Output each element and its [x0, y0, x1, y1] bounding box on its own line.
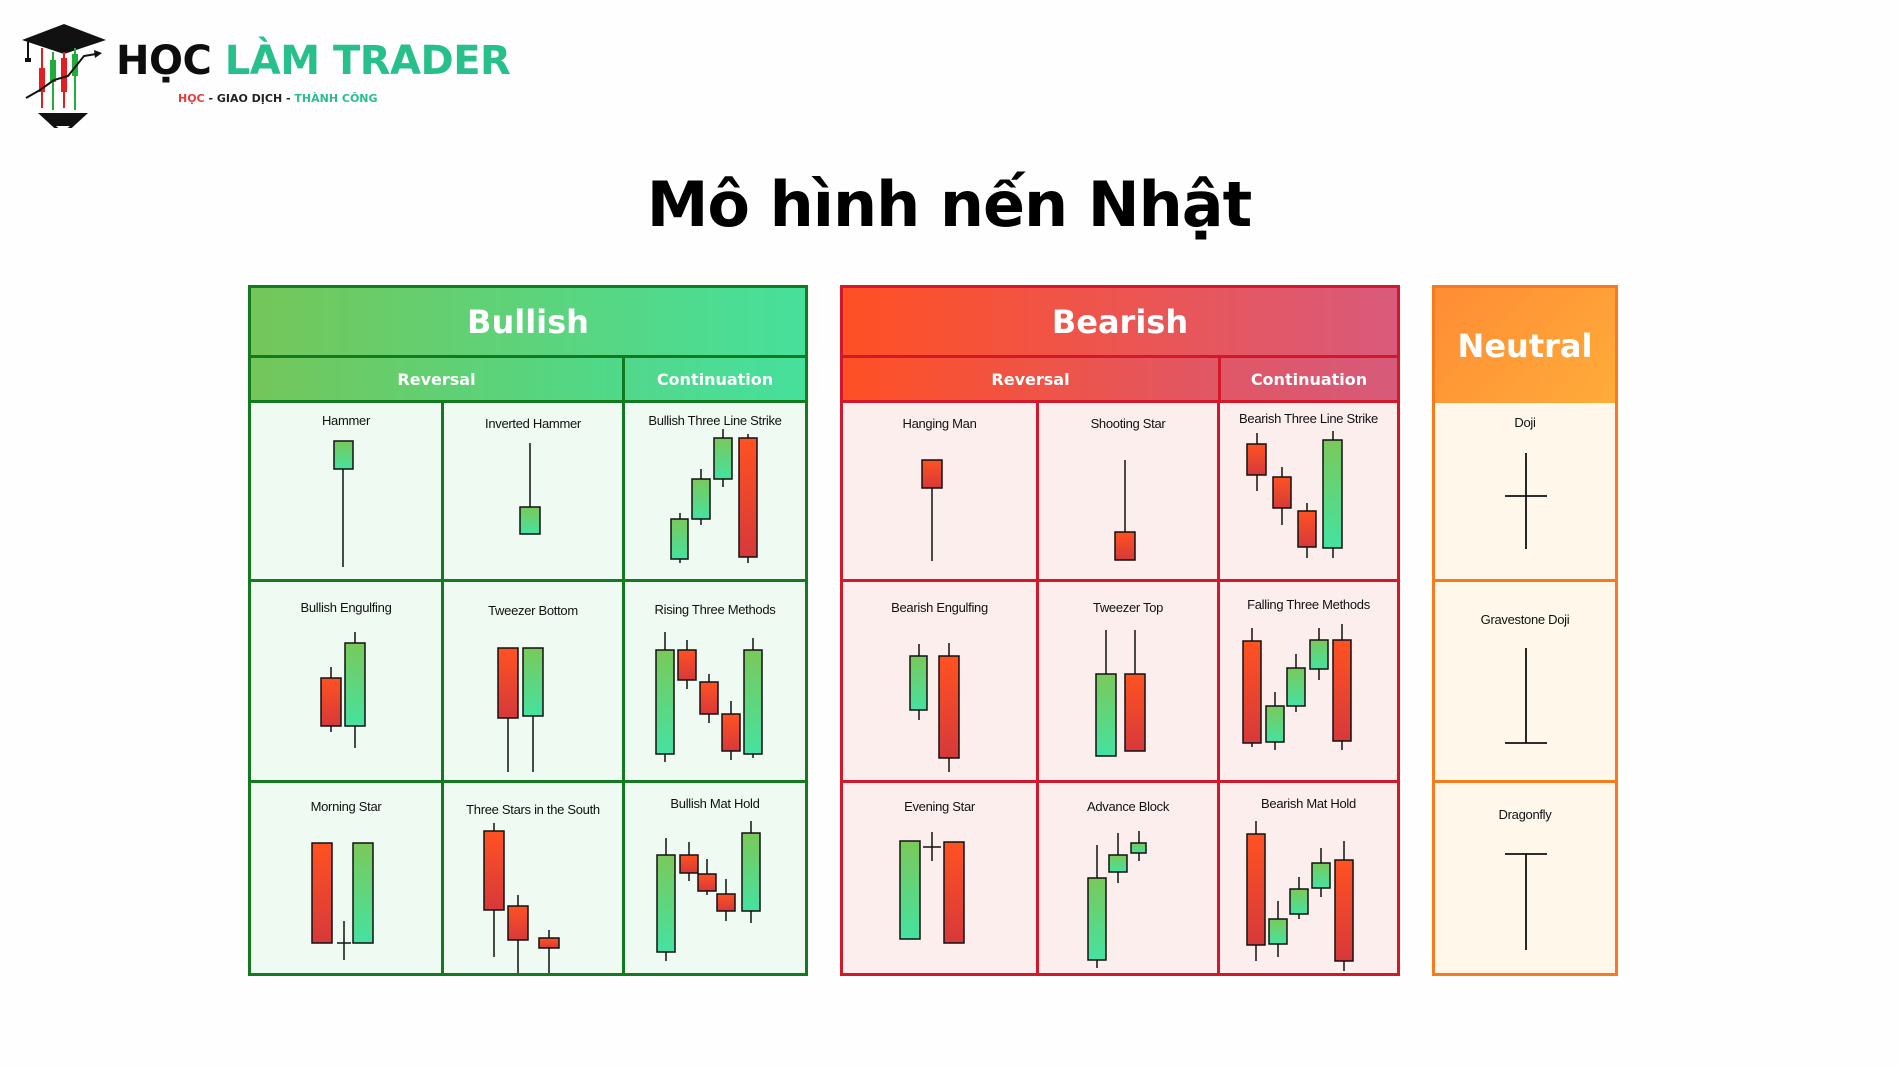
pattern-dragonfly: Dragonfly [1435, 783, 1615, 973]
pattern-bearish-engulfing: Bearish Engulfing [843, 582, 1039, 783]
pattern-morning-star: Morning Star [251, 783, 444, 973]
pattern-label: Rising Three Methods [654, 602, 776, 617]
pattern-label: Tweezer Bottom [488, 603, 578, 618]
evening-star-candles-icon [899, 832, 965, 944]
morning-star-candles-icon [311, 842, 374, 960]
pattern-bullish-mat-hold: Bullish Mat Hold [625, 783, 805, 973]
bullish-panel: Bullish Reversal Continuation Hammer Inv… [248, 285, 808, 976]
pattern-label: Morning Star [310, 799, 382, 814]
rising-three-methods-candles-icon [655, 632, 763, 762]
pattern-label: Bullish Mat Hold [670, 796, 760, 811]
bearish-header: Bearish [843, 288, 1397, 358]
tagline-part2: THÀNH CÔNG [294, 92, 378, 105]
gravestone-doji-candle-icon [1505, 648, 1547, 744]
pattern-label: Bearish Mat Hold [1261, 796, 1356, 811]
bearish-mat-hold-candles-icon [1246, 821, 1354, 971]
pattern-label: Gravestone Doji [1480, 612, 1570, 627]
hanging-man-candle-icon [921, 459, 943, 561]
pattern-bearish-mat-hold: Bearish Mat Hold [1220, 783, 1397, 973]
graduation-candlestick-icon [22, 24, 106, 128]
pattern-bullish-three-line-strike: Bullish Three Line Strike [625, 403, 805, 582]
dragonfly-doji-candle-icon [1505, 853, 1547, 950]
brand-tagline: HỌC - GIAO DỊCH - THÀNH CÔNG [178, 92, 378, 105]
page-title: Mô hình nến Nhật [646, 168, 1253, 241]
pattern-hanging-man: Hanging Man [843, 403, 1039, 582]
pattern-label: Dragonfly [1498, 807, 1552, 822]
pattern-rising-three-methods: Rising Three Methods [625, 582, 805, 783]
pattern-label: Falling Three Methods [1247, 597, 1370, 612]
pattern-label: Bearish Engulfing [891, 600, 988, 615]
pattern-bullish-engulfing: Bullish Engulfing [251, 582, 444, 783]
pattern-tweezer-bottom: Tweezer Bottom [444, 582, 625, 783]
pattern-label: Bullish Engulfing [300, 600, 392, 615]
doji-candle-icon [1505, 453, 1547, 549]
tagline-separator: - GIAO DỊCH - [204, 92, 295, 105]
pattern-label: Bullish Three Line Strike [648, 413, 782, 428]
bearish-engulfing-candles-icon [909, 643, 960, 772]
brand-name: HỌC LÀM TRADER [116, 38, 511, 84]
brand-name-part2: LÀM TRADER [224, 38, 511, 84]
bullish-continuation-header: Continuation [622, 358, 805, 403]
brand-logo: HỌC LÀM TRADER HỌC - GIAO DỊCH - THÀNH C… [16, 18, 511, 128]
advance-block-candles-icon [1087, 831, 1147, 968]
neutral-header: Neutral [1435, 288, 1615, 403]
pattern-label: Shooting Star [1090, 416, 1166, 431]
pattern-doji: Doji [1435, 403, 1615, 582]
bearish-continuation-header: Continuation [1218, 358, 1397, 403]
pattern-bearish-three-line-strike: Bearish Three Line Strike [1220, 403, 1397, 582]
bullish-reversal-header: Reversal [251, 358, 622, 403]
pattern-label: Tweezer Top [1092, 600, 1164, 615]
pattern-label: Bearish Three Line Strike [1239, 411, 1378, 426]
pattern-falling-three-methods: Falling Three Methods [1220, 582, 1397, 783]
shooting-star-candle-icon [1114, 460, 1136, 561]
hammer-candle-icon [333, 440, 354, 567]
bullish-three-line-strike-candles-icon [670, 429, 758, 563]
bearish-panel: Bearish Reversal Continuation Hanging Ma… [840, 285, 1400, 976]
pattern-hammer: Hammer [251, 403, 444, 582]
pattern-inverted-hammer: Inverted Hammer [444, 403, 625, 582]
tagline-part1: HỌC [178, 92, 205, 105]
pattern-label: Hammer [321, 413, 371, 428]
pattern-label: Inverted Hammer [485, 416, 581, 431]
falling-three-methods-candles-icon [1242, 624, 1352, 750]
pattern-three-stars-in-the-south: Three Stars in the South [444, 783, 625, 973]
pattern-label: Advance Block [1086, 799, 1170, 814]
inverted-hammer-candle-icon [519, 443, 541, 535]
pattern-gravestone-doji: Gravestone Doji [1435, 582, 1615, 783]
pattern-advance-block: Advance Block [1039, 783, 1220, 973]
tweezer-top-candles-icon [1095, 630, 1146, 757]
pattern-shooting-star: Shooting Star [1039, 403, 1220, 582]
pattern-label: Evening Star [904, 799, 975, 814]
bearish-reversal-header: Reversal [843, 358, 1218, 403]
bullish-mat-hold-candles-icon [656, 821, 761, 961]
bearish-three-line-strike-candles-icon [1246, 431, 1343, 558]
bullish-header: Bullish [251, 288, 805, 358]
neutral-panel: Neutral Doji Gravestone Doji Dragonfly [1432, 285, 1618, 976]
bullish-engulfing-candles-icon [320, 632, 366, 748]
pattern-label: Three Stars in the South [466, 802, 600, 817]
tweezer-bottom-candles-icon [497, 647, 544, 772]
pattern-evening-star: Evening Star [843, 783, 1039, 973]
pattern-label: Doji [1514, 415, 1536, 430]
brand-name-part1: HỌC [116, 38, 212, 84]
pattern-tweezer-top: Tweezer Top [1039, 582, 1220, 783]
pattern-label: Hanging Man [902, 416, 977, 431]
three-stars-in-the-south-candles-icon [483, 823, 560, 973]
